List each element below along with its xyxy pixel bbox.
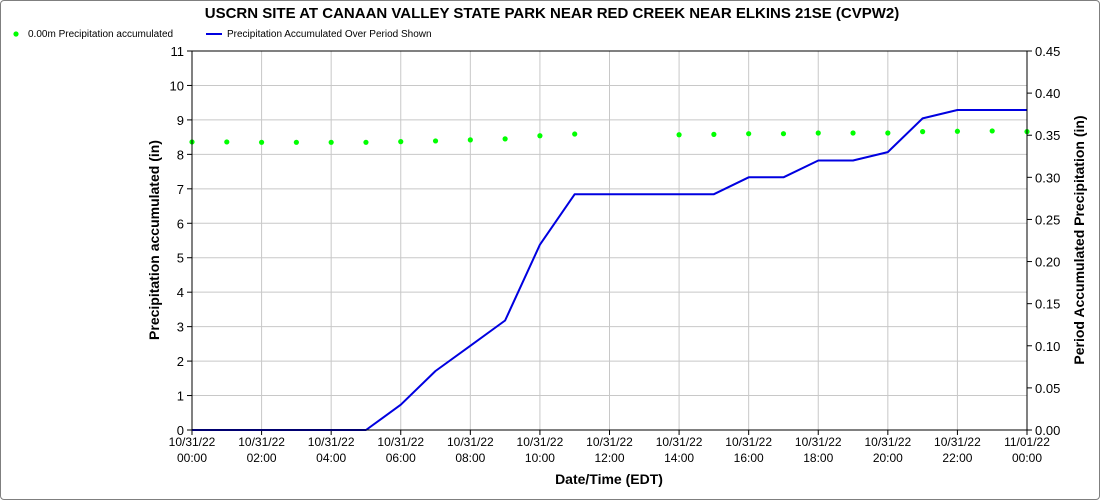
left-y-axis-title: Precipitation accumulated (in) — [146, 140, 162, 340]
accumulated-precipitation-point — [502, 136, 508, 142]
x-tick-date-label: 10/31/22 — [725, 435, 772, 449]
x-tick-time-label: 00:00 — [177, 451, 207, 465]
left-tick-label: 5 — [177, 251, 184, 266]
right-tick-label: 0.10 — [1035, 339, 1060, 354]
left-tick-label: 7 — [177, 182, 184, 197]
accumulated-precipitation-series — [189, 128, 1030, 145]
accumulated-precipitation-point — [328, 139, 334, 145]
x-axis-ticks: 10/31/22 00:00 10/31/22 02:00 10/31/22 04:00 1… — [169, 430, 1050, 465]
x-tick-date-label: 10/31/22 — [169, 435, 216, 449]
right-tick-label: 0.05 — [1035, 381, 1060, 396]
x-tick-date-label: 10/31/22 — [656, 435, 703, 449]
x-tick-time-label: 18:00 — [803, 451, 833, 465]
left-tick-label: 11 — [171, 44, 185, 59]
accumulated-precipitation-point — [432, 138, 439, 144]
right-tick-label: 0.00 — [1035, 423, 1060, 438]
legend-marker-accumulated-points — [13, 31, 19, 37]
right-tick-label: 0.25 — [1035, 212, 1060, 227]
plot-area-border — [191, 50, 1028, 431]
accumulated-precipitation-point — [850, 130, 856, 136]
left-tick-label: 3 — [177, 320, 184, 335]
x-tick-time-label: 20:00 — [873, 451, 903, 465]
accumulated-precipitation-point — [885, 130, 891, 136]
x-tick-date-label: 10/31/22 — [586, 435, 633, 449]
right-y-axis-ticks: 0.00 0.05 0.10 0.15 0.20 0.25 0.30 0.35 0.40 0.45 — [1027, 44, 1060, 438]
accumulated-precipitation-point — [954, 128, 961, 134]
left-tick-label: 0 — [177, 423, 184, 438]
x-tick-time-label: 14:00 — [664, 451, 694, 465]
x-tick-time-label: 22:00 — [942, 451, 972, 465]
accumulated-precipitation-point — [293, 139, 299, 145]
x-tick-time-label: 02:00 — [247, 451, 277, 465]
accumulated-precipitation-point — [676, 132, 682, 138]
accumulated-precipitation-point — [815, 130, 821, 136]
right-y-axis-title: Period Accumulated Precipitation (in) — [1071, 115, 1087, 364]
x-tick-date-label: 10/31/22 — [377, 435, 424, 449]
x-axis-title: Date/Time (EDT) — [555, 471, 663, 487]
right-tick-label: 0.30 — [1035, 170, 1060, 185]
accumulated-precipitation-point — [398, 139, 404, 145]
x-tick-date-label: 10/31/22 — [795, 435, 842, 449]
right-tick-label: 0.45 — [1035, 44, 1060, 59]
accumulated-precipitation-point — [258, 139, 265, 145]
left-tick-label: 6 — [177, 216, 184, 231]
x-tick-date-label: 10/31/22 — [934, 435, 981, 449]
x-tick-time-label: 06:00 — [386, 451, 416, 465]
right-tick-label: 0.35 — [1035, 128, 1060, 143]
accumulated-precipitation-point — [537, 133, 543, 139]
grid — [191, 50, 1028, 431]
left-tick-label: 1 — [177, 389, 184, 404]
left-tick-label: 2 — [177, 354, 184, 369]
accumulated-precipitation-point — [363, 139, 369, 145]
accumulated-precipitation-point — [711, 131, 717, 137]
x-tick-date-label: 11/01/22 — [1004, 435, 1050, 449]
chart-title: USCRN SITE AT CANAAN VALLEY STATE PARK N… — [205, 5, 900, 22]
legend: 0.00m Precipitation accumulated Precipit… — [13, 29, 432, 40]
x-tick-date-label: 10/31/22 — [447, 435, 494, 449]
right-tick-label: 0.40 — [1035, 86, 1060, 101]
left-tick-label: 8 — [177, 147, 184, 162]
legend-label-accumulated: 0.00m Precipitation accumulated — [28, 29, 173, 40]
left-y-axis-ticks: 0 1 2 3 4 5 6 7 8 9 10 11 — [170, 44, 192, 438]
x-tick-time-label: 10:00 — [525, 451, 555, 465]
right-tick-label: 0.20 — [1035, 255, 1060, 270]
x-tick-time-label: 00:00 — [1012, 451, 1042, 465]
legend-label-period: Precipitation Accumulated Over Period Sh… — [227, 29, 432, 40]
accumulated-precipitation-point — [989, 128, 995, 134]
accumulated-precipitation-point — [780, 131, 787, 137]
accumulated-precipitation-point — [920, 129, 926, 135]
left-tick-label: 4 — [177, 285, 184, 300]
x-tick-time-label: 08:00 — [455, 451, 485, 465]
accumulated-precipitation-point — [572, 131, 578, 137]
x-tick-date-label: 10/31/22 — [864, 435, 911, 449]
left-tick-label: 10 — [170, 78, 184, 93]
x-tick-time-label: 12:00 — [594, 451, 624, 465]
left-tick-label: 9 — [177, 113, 184, 128]
accumulated-precipitation-point — [746, 131, 752, 137]
x-tick-time-label: 16:00 — [734, 451, 764, 465]
accumulated-precipitation-point — [467, 137, 473, 143]
x-tick-date-label: 10/31/22 — [308, 435, 355, 449]
x-tick-time-label: 04:00 — [316, 451, 346, 465]
right-tick-label: 0.15 — [1035, 297, 1060, 312]
accumulated-precipitation-point — [224, 139, 230, 145]
x-tick-date-label: 10/31/22 — [238, 435, 285, 449]
x-tick-date-label: 10/31/22 — [517, 435, 564, 449]
